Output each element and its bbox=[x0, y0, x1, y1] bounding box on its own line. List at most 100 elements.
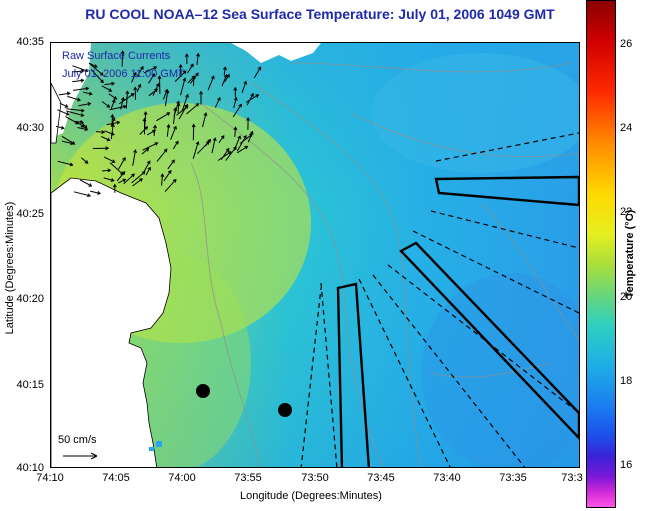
current-vector bbox=[253, 66, 262, 79]
current-vector-head bbox=[80, 113, 85, 117]
current-vector-head bbox=[64, 104, 69, 108]
current-vector bbox=[55, 125, 64, 129]
current-vector-head bbox=[225, 147, 230, 152]
current-vector-head bbox=[166, 112, 171, 116]
xtick-label: 73:40 bbox=[433, 472, 461, 484]
current-vector-head bbox=[185, 93, 189, 98]
current-vector-head bbox=[123, 104, 127, 109]
current-vector-head bbox=[80, 78, 85, 83]
surface-current-vectors bbox=[55, 50, 262, 198]
current-vector bbox=[101, 136, 110, 141]
current-vector-head bbox=[80, 69, 85, 74]
current-vector bbox=[181, 94, 189, 112]
current-vector bbox=[121, 51, 124, 67]
xtick-label: 73:45 bbox=[367, 472, 395, 484]
current-vector-head bbox=[111, 81, 116, 86]
current-vector-head bbox=[223, 66, 227, 71]
current-vector-head bbox=[233, 146, 237, 151]
current-vector bbox=[161, 174, 163, 186]
colorbar-tick: 16 bbox=[620, 459, 633, 471]
current-vector bbox=[103, 177, 114, 182]
current-vector-head bbox=[190, 63, 194, 68]
current-vector-head bbox=[146, 160, 151, 165]
current-vector bbox=[78, 103, 91, 107]
current-vector bbox=[61, 135, 75, 145]
current-vector-head bbox=[125, 90, 130, 95]
current-vector bbox=[233, 97, 237, 108]
current-vector bbox=[164, 90, 169, 107]
current-vector-head bbox=[203, 112, 208, 117]
current-vector-head bbox=[87, 193, 92, 198]
colorbar-tick: 24 bbox=[620, 122, 633, 134]
current-vector-head bbox=[71, 141, 76, 145]
current-vector-head bbox=[84, 127, 89, 132]
current-vector bbox=[224, 74, 230, 83]
current-vector bbox=[72, 65, 88, 72]
current-vector-head bbox=[173, 107, 178, 112]
current-vector-head bbox=[157, 75, 162, 80]
current-vector-head bbox=[172, 178, 177, 183]
current-vector bbox=[136, 66, 144, 78]
current-vector bbox=[125, 91, 128, 109]
small-patches bbox=[149, 441, 162, 451]
current-vector-head bbox=[65, 111, 70, 116]
current-vector bbox=[166, 124, 170, 137]
current-vector-head bbox=[154, 142, 159, 146]
current-vector bbox=[118, 178, 126, 184]
current-vector bbox=[148, 88, 158, 97]
current-vector bbox=[83, 91, 92, 95]
current-vector-head bbox=[116, 120, 121, 125]
current-vector bbox=[101, 85, 112, 92]
current-vector-head bbox=[195, 72, 199, 77]
current-vector-head bbox=[249, 130, 254, 135]
current-vector bbox=[61, 140, 74, 145]
scale-arrow bbox=[63, 452, 98, 460]
temperature-colorbar bbox=[586, 0, 616, 508]
current-vector-head bbox=[141, 171, 146, 175]
current-vector-head bbox=[195, 103, 200, 107]
current-vector-head bbox=[191, 123, 196, 128]
current-vector-head bbox=[133, 86, 138, 91]
current-vector bbox=[207, 76, 215, 91]
sst-map bbox=[50, 42, 580, 468]
current-vector-head bbox=[246, 117, 251, 121]
current-vector-head bbox=[164, 88, 169, 93]
current-vector-head bbox=[153, 124, 157, 129]
current-vector-head bbox=[238, 103, 242, 108]
ytick-label: 40:15 bbox=[16, 379, 44, 391]
current-vector bbox=[247, 131, 253, 143]
current-vector bbox=[76, 121, 85, 128]
current-vector bbox=[77, 127, 88, 131]
current-vector bbox=[89, 190, 101, 194]
current-vector bbox=[214, 97, 221, 108]
current-vector-head bbox=[111, 117, 116, 122]
current-vector bbox=[221, 74, 228, 87]
current-vector-head bbox=[182, 70, 187, 75]
current-vector-head bbox=[85, 86, 90, 91]
current-vector-head bbox=[233, 96, 238, 101]
current-vector-head bbox=[131, 173, 135, 178]
colorbar-tick: 26 bbox=[620, 38, 633, 50]
sst-map-canvas bbox=[51, 43, 579, 467]
current-vector bbox=[174, 70, 187, 82]
current-vector bbox=[172, 141, 179, 150]
current-vector bbox=[110, 99, 116, 109]
black-dot-2 bbox=[278, 403, 292, 417]
current-vector bbox=[118, 157, 126, 170]
current-vector bbox=[123, 173, 135, 185]
current-vector-head bbox=[257, 66, 262, 71]
current-vector bbox=[139, 126, 148, 135]
current-vector-head bbox=[142, 117, 147, 122]
ytick-label: 40:20 bbox=[16, 293, 44, 305]
current-vector bbox=[101, 169, 111, 172]
current-vector bbox=[65, 116, 79, 125]
current-vector-head bbox=[173, 125, 177, 130]
colorbar-label: Temperature (°C) bbox=[624, 209, 636, 299]
current-vector-head bbox=[112, 183, 117, 188]
current-vector bbox=[57, 160, 73, 166]
current-vector bbox=[234, 127, 236, 137]
current-vector-head bbox=[226, 73, 230, 78]
current-vector bbox=[109, 105, 127, 111]
current-vector bbox=[109, 162, 124, 175]
current-vector bbox=[104, 130, 115, 136]
